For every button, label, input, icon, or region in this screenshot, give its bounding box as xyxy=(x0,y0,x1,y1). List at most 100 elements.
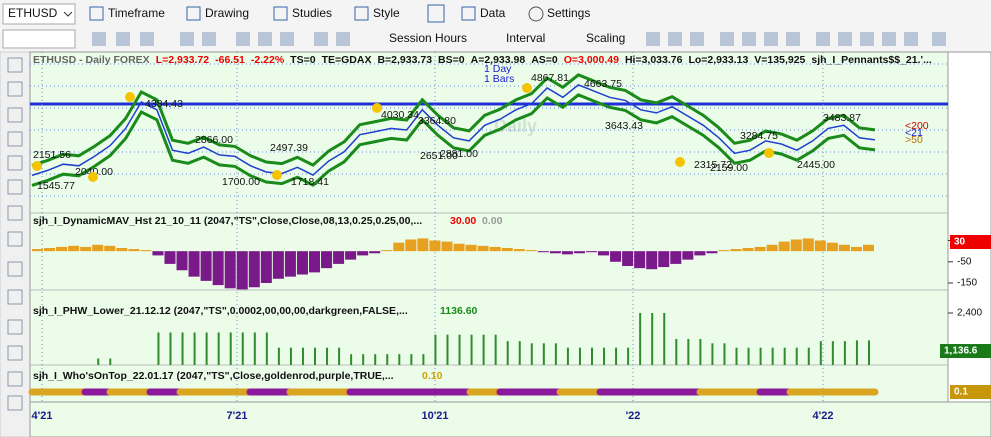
pane-value: 0.00 xyxy=(482,215,503,227)
volume-bar xyxy=(530,343,533,365)
menu-button[interactable]: Data xyxy=(480,6,506,20)
histogram-bar xyxy=(152,251,164,256)
histogram-bar xyxy=(200,251,212,281)
header-field: AS=0 xyxy=(531,54,558,66)
histogram-bar xyxy=(429,240,441,252)
volume-bar xyxy=(446,334,449,365)
tool-column xyxy=(0,51,31,437)
histogram-bar xyxy=(465,244,477,252)
symbol-box[interactable] xyxy=(2,3,76,25)
header-field: TS=0 xyxy=(290,54,316,66)
volume-bar xyxy=(422,354,425,365)
pane-header: sjh_I_DynamicMAV_Hst 21_10_11 (2047,"TS"… xyxy=(33,215,422,227)
volume-bar xyxy=(326,347,329,365)
menu-button[interactable]: Drawing xyxy=(205,6,249,20)
pane-value: 30.00 xyxy=(450,215,476,227)
histogram-bar xyxy=(32,249,44,252)
pane-value: 0.10 xyxy=(422,370,443,382)
volume-bar xyxy=(217,332,220,365)
histogram-bar xyxy=(766,244,778,252)
histogram-bar xyxy=(706,251,718,254)
price-label: 1545.77 xyxy=(37,180,75,192)
input-box[interactable] xyxy=(2,29,76,49)
volume-bar xyxy=(458,334,461,365)
x-tick-label: 4'22 xyxy=(813,410,834,422)
marker-dot xyxy=(764,148,774,158)
menu-button[interactable]: Interval xyxy=(506,31,545,45)
histogram-bar xyxy=(296,251,308,275)
histogram-bar xyxy=(236,251,248,290)
value-badge xyxy=(940,344,991,358)
icon xyxy=(186,6,201,21)
toolbar xyxy=(0,0,991,28)
menu-button[interactable]: Session Hours xyxy=(389,31,467,45)
x-tick-label: 10'21 xyxy=(421,410,448,422)
header-field: L=2,933.72 xyxy=(156,54,210,66)
value-badge xyxy=(950,385,991,399)
x-tick-label: '22 xyxy=(626,410,641,422)
histogram-bar xyxy=(537,251,549,253)
price-label: 2151.56 xyxy=(33,149,71,161)
volume-bar xyxy=(759,347,762,365)
histogram-bar xyxy=(393,242,405,252)
histogram-bar xyxy=(212,251,224,286)
price-label: 3483.87 xyxy=(823,112,861,124)
price-label: 2445.00 xyxy=(797,159,835,171)
header-field: -2.22% xyxy=(251,54,285,66)
price-label: 2315.72 xyxy=(694,159,732,171)
badge-label: 1,136.6 xyxy=(944,346,978,357)
volume-bar xyxy=(843,341,846,365)
menu-button[interactable]: Settings xyxy=(547,6,590,20)
histogram-bar xyxy=(224,251,236,289)
header-field: sjh_I_Pennants$$_21.'... xyxy=(811,54,931,66)
volume-bar xyxy=(301,347,304,365)
histogram-bar xyxy=(92,244,104,252)
histogram-bar xyxy=(477,245,489,252)
dropdown-arrow xyxy=(63,11,73,17)
histogram-bar xyxy=(610,251,622,262)
histogram-bar xyxy=(405,239,417,252)
volume-bar xyxy=(699,339,702,365)
volume-bar xyxy=(338,347,341,365)
histogram-bar xyxy=(284,251,296,277)
y-tick-label: 2,400 xyxy=(957,308,982,319)
histogram-bar xyxy=(441,241,453,252)
histogram-bar xyxy=(188,251,200,277)
histogram-bar xyxy=(573,251,585,254)
menu-button[interactable]: Studies xyxy=(292,6,332,20)
menu-button[interactable]: Style xyxy=(373,6,400,20)
price-label: >50 xyxy=(905,134,923,146)
histogram-bar xyxy=(489,246,501,252)
price-label: 1718.41 xyxy=(291,176,329,188)
volume-bar xyxy=(855,340,858,365)
volume-bar xyxy=(506,341,509,365)
marker-dot xyxy=(272,170,282,180)
histogram-bar xyxy=(104,245,116,252)
histogram-bar xyxy=(778,241,790,252)
menu-button[interactable]: Timeframe xyxy=(108,6,165,20)
icon xyxy=(273,6,288,21)
symbol-input[interactable]: ETHUSD xyxy=(8,6,58,20)
header-field: TE=GDAX xyxy=(322,54,372,66)
volume-bar xyxy=(590,347,593,365)
menu-button[interactable]: Scaling xyxy=(586,31,625,45)
volume-bar xyxy=(687,339,690,365)
volume-bar xyxy=(229,332,232,365)
volume-bar xyxy=(603,347,606,365)
histogram-bar xyxy=(730,249,742,252)
volume-bar xyxy=(831,341,834,365)
header-field: B=2,933.73 xyxy=(377,54,432,66)
date-axis xyxy=(29,401,991,437)
header-field: -66.51 xyxy=(215,54,245,66)
header-field: ETHUSD - Daily FOREX xyxy=(33,54,150,66)
volume-bar xyxy=(518,341,521,365)
volume-bar xyxy=(265,332,268,365)
volume-bar xyxy=(157,332,160,365)
histogram-bar xyxy=(357,251,369,256)
histogram-bar xyxy=(513,249,525,252)
volume-bar xyxy=(350,354,353,365)
histogram-bar xyxy=(381,250,393,252)
volume-bar xyxy=(723,343,726,365)
icon xyxy=(461,6,476,21)
